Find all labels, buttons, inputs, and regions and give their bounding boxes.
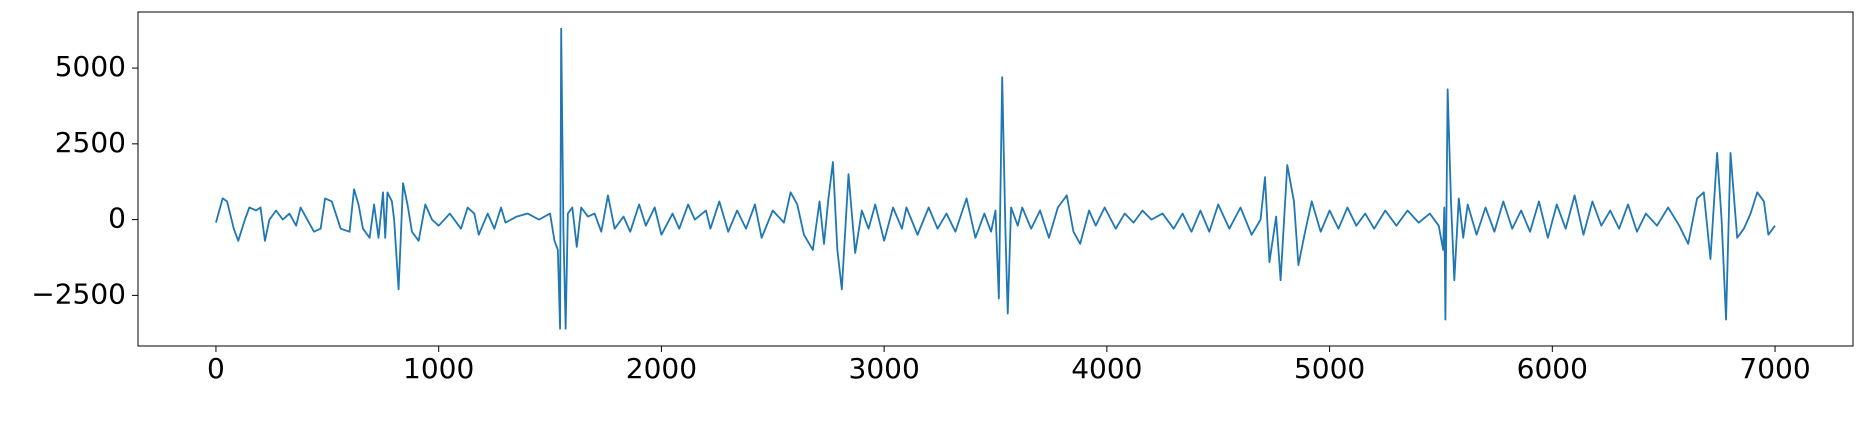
x-tick-label: 2000 (626, 352, 697, 385)
x-tick-label: 4000 (1071, 352, 1142, 385)
y-tick-label: 5000 (55, 50, 126, 83)
x-tick-label: 5000 (1294, 352, 1365, 385)
x-tick-label: 3000 (849, 352, 920, 385)
x-tick-label: 7000 (1739, 352, 1810, 385)
y-tick-label: −2500 (31, 277, 126, 310)
y-tick-label: 0 (108, 202, 126, 235)
plot-frame (137, 11, 1854, 347)
x-tick-label: 6000 (1517, 352, 1588, 385)
line-series (215, 27, 1776, 330)
x-tick-label: 0 (207, 352, 225, 385)
y-tick-label: 2500 (55, 126, 126, 159)
x-tick-label: 1000 (403, 352, 474, 385)
